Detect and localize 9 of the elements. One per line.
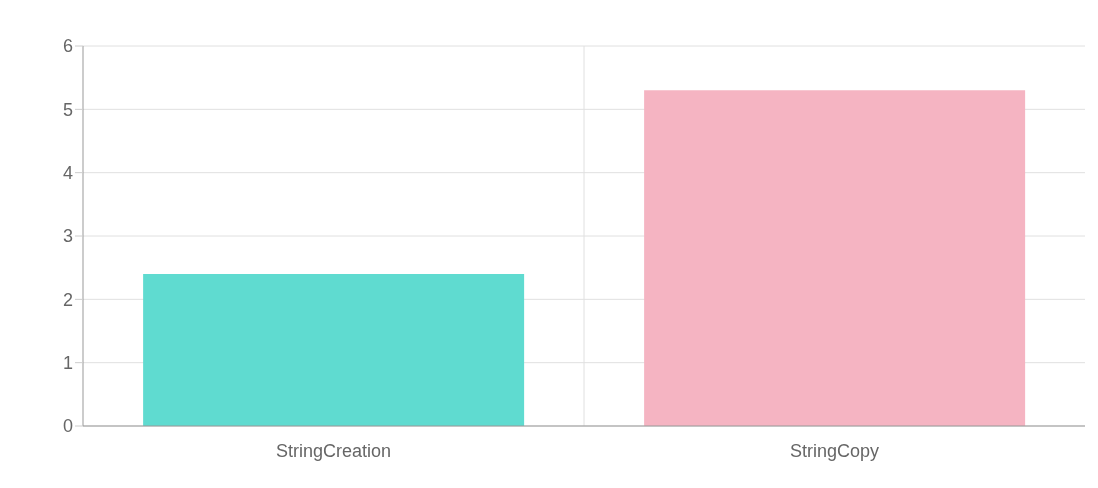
y-tick-label: 2 — [62, 289, 73, 310]
y-tick-label: 5 — [62, 99, 73, 120]
y-tick-label: 0 — [62, 416, 73, 437]
x-tick-label: StringCopy — [789, 440, 880, 461]
y-tick-label: 3 — [62, 226, 73, 247]
x-tick-label: StringCreation — [275, 440, 392, 461]
y-tick-label: 6 — [62, 36, 73, 57]
y-tick-label: 4 — [62, 163, 73, 184]
y-tick-label: 1 — [62, 353, 73, 374]
